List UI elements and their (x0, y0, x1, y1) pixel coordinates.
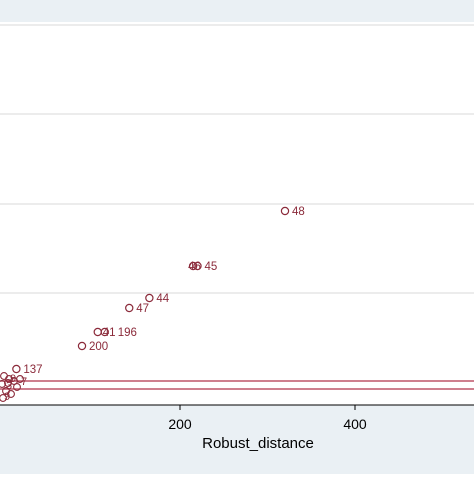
data-points: 973943484645444720041196137 (0, 206, 305, 403)
data-point-marker (145, 293, 154, 303)
plot-area (0, 22, 474, 405)
x-tick-label: 400 (343, 416, 367, 432)
data-point-marker (188, 261, 198, 271)
data-point-label: 47 (136, 303, 149, 315)
data-point-marker (77, 341, 87, 351)
data-point-marker (0, 380, 6, 388)
data-point-marker (7, 390, 15, 398)
data-point-label: 137 (23, 364, 42, 376)
data-point-label: 9 (10, 373, 16, 385)
data-point-label: 9 (4, 391, 10, 403)
data-point-marker (13, 383, 21, 391)
data-point-marker (5, 375, 13, 383)
data-point-marker (16, 375, 24, 383)
data-point-label: 196 (118, 327, 137, 339)
data-point-marker (193, 261, 202, 271)
data-point-label: 200 (89, 341, 108, 353)
data-point-marker (280, 206, 290, 216)
x-axis-ticks: 200 400 (168, 405, 367, 432)
x-tick-label: 200 (168, 416, 192, 432)
data-point-label: 7 (21, 376, 27, 388)
data-point-marker (12, 364, 21, 374)
data-point-label: 48 (292, 206, 305, 218)
data-point-marker (125, 303, 134, 313)
data-point-label: 3 (6, 380, 12, 392)
data-point-label: 45 (205, 261, 218, 273)
data-point-marker (100, 327, 109, 337)
data-point-label: 44 (156, 293, 169, 305)
x-axis-label: Robust_distance (202, 435, 314, 452)
reference-lines (0, 380, 474, 390)
data-point-marker (0, 394, 7, 402)
gridlines (0, 24, 474, 294)
data-point-marker (4, 379, 12, 387)
